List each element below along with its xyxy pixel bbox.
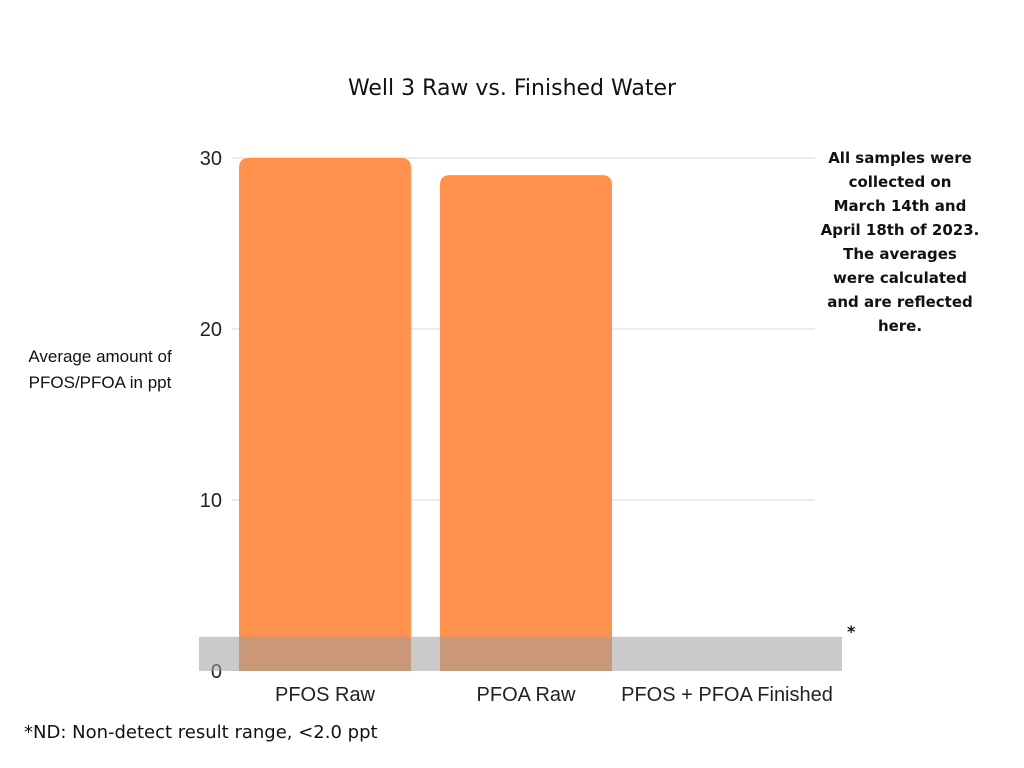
footnote: *ND: Non-detect result range, <2.0 ppt <box>24 722 378 743</box>
bar <box>239 158 411 671</box>
x-category-label: PFOS + PFOA Finished <box>621 684 833 706</box>
nd-marker: * <box>847 622 856 641</box>
y-tick-label: 30 <box>200 148 222 170</box>
y-tick-label: 20 <box>200 319 222 341</box>
y-tick-label: 10 <box>200 490 222 512</box>
y-axis-label: Average amount of PFOS/PFOA in ppt <box>28 347 172 392</box>
y-tick-label: 0 <box>211 661 222 683</box>
non-detect-band <box>199 636 842 671</box>
x-category-label: PFOA Raw <box>477 684 576 706</box>
bar <box>440 175 612 671</box>
x-category-label: PFOS Raw <box>275 684 376 706</box>
chart-title: Well 3 Raw vs. Finished Water <box>347 76 677 101</box>
side-note: All samples were collected on March 14th… <box>820 149 980 335</box>
